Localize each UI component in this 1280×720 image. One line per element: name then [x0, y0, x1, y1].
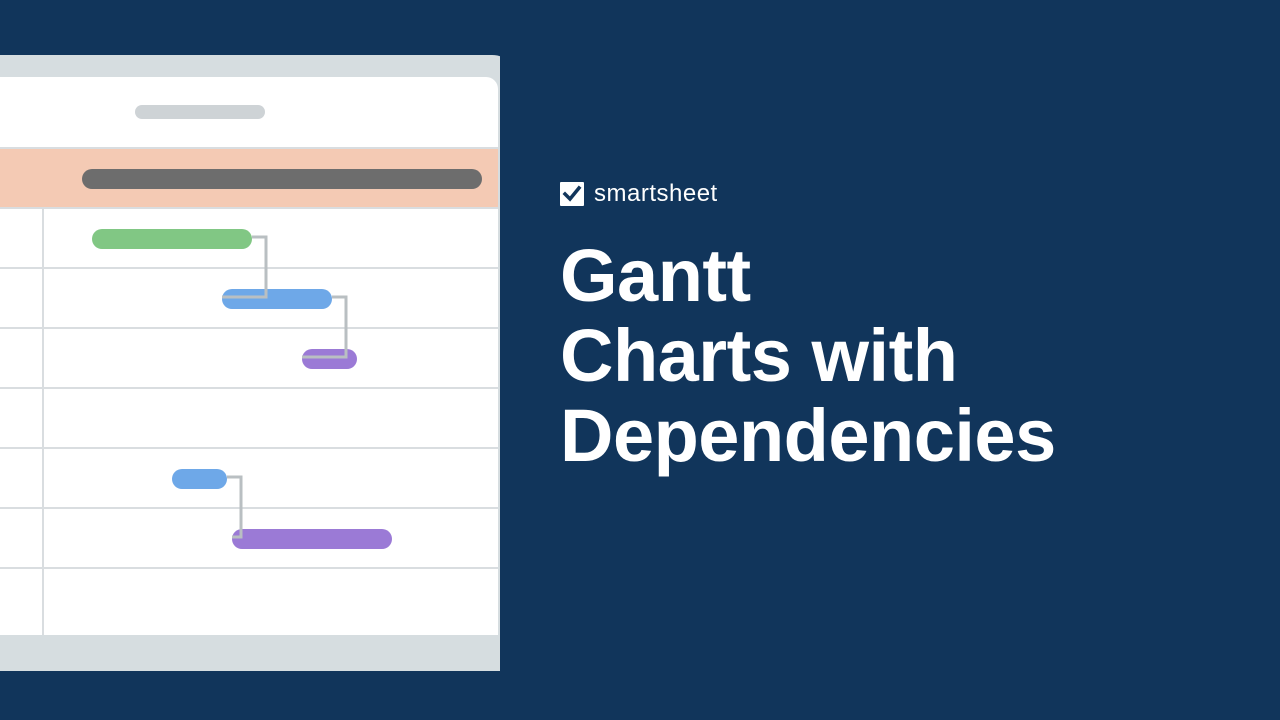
task-bar	[222, 289, 332, 309]
laptop-illustration	[0, 55, 520, 695]
title-line-3: Dependencies	[560, 396, 1220, 476]
gantt-row	[0, 387, 498, 447]
text-panel: smartsheet Gantt Charts with Dependencie…	[500, 0, 1280, 720]
page-title: Gantt Charts with Dependencies	[560, 236, 1220, 476]
title-line-2: Charts with	[560, 316, 1220, 396]
brand-name: smartsheet	[594, 180, 718, 208]
laptop-base	[0, 635, 560, 671]
screen-header	[0, 77, 498, 147]
header-placeholder	[135, 105, 265, 119]
gantt-row	[0, 147, 498, 207]
task-bar	[232, 529, 392, 549]
laptop-screen	[0, 77, 498, 635]
gantt-chart	[0, 147, 498, 635]
laptop-frame	[0, 55, 520, 635]
task-bar	[302, 349, 357, 369]
gantt-row	[0, 207, 498, 267]
task-bar	[92, 229, 252, 249]
gantt-row	[0, 567, 498, 627]
gantt-row	[0, 267, 498, 327]
brand-logo: smartsheet	[560, 180, 1220, 208]
gantt-row	[0, 507, 498, 567]
gantt-row	[0, 447, 498, 507]
gantt-row	[0, 327, 498, 387]
title-line-1: Gantt	[560, 236, 1220, 316]
task-bar	[172, 469, 227, 489]
summary-bar	[82, 169, 482, 189]
check-mark-icon	[560, 182, 584, 206]
